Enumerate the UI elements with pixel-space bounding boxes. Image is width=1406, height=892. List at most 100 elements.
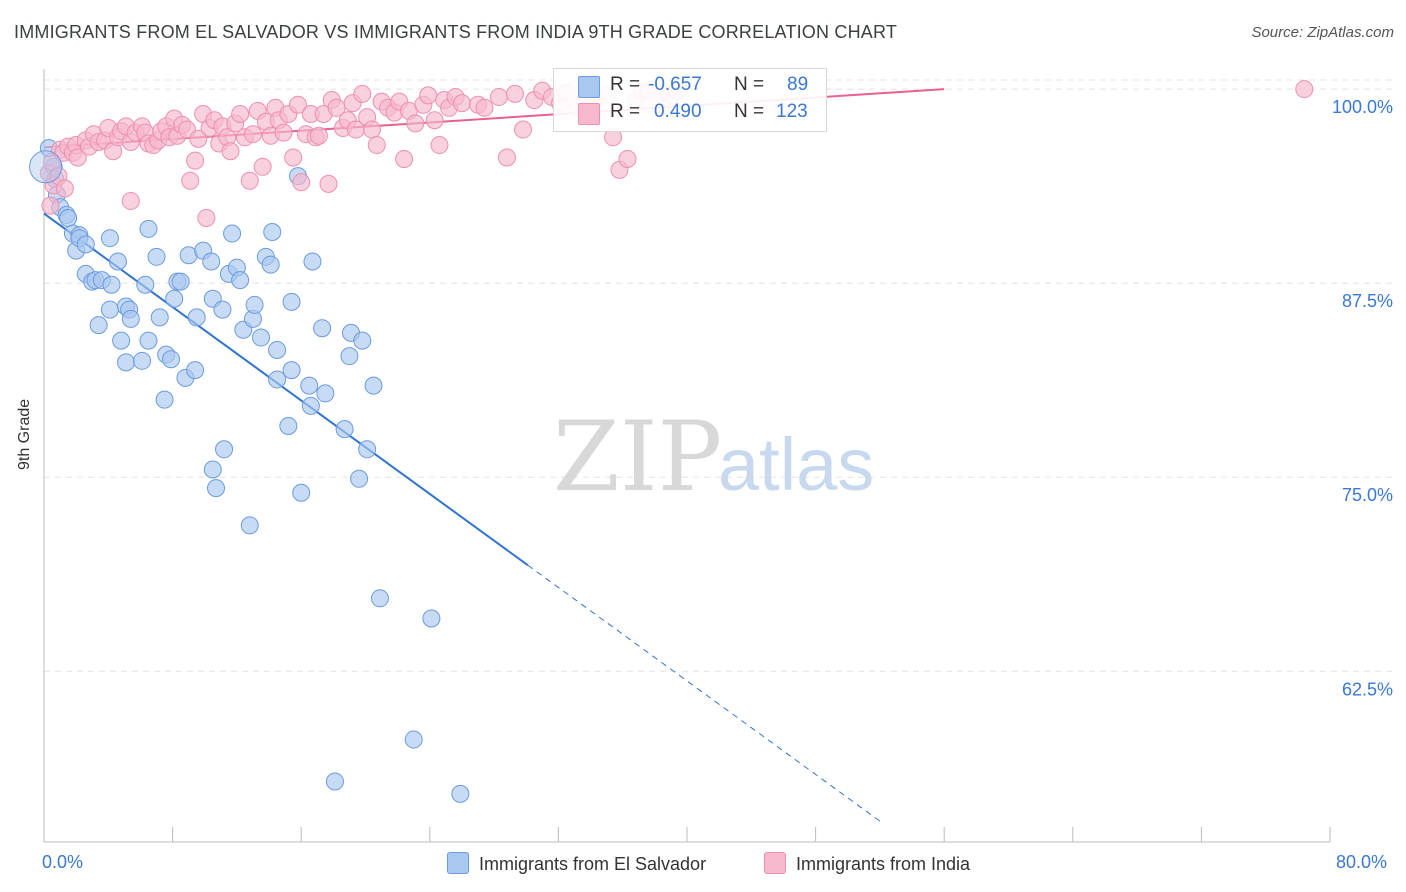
point-el-salvador (231, 271, 250, 290)
bottom-legend-swatch-pink (764, 852, 786, 874)
point-el-salvador (261, 255, 280, 274)
point-el-salvador (370, 589, 389, 608)
y-tick-label: 75.0% (1342, 485, 1393, 505)
point-el-salvador (139, 219, 158, 238)
legend-r-label: R = (610, 74, 641, 95)
point-el-salvador (350, 469, 369, 488)
point-india (284, 148, 303, 167)
watermark-zip: ZIP (553, 401, 722, 513)
point-el-salvador (136, 275, 155, 294)
point-el-salvador (100, 229, 119, 248)
point-el-salvador (335, 420, 354, 439)
point-el-salvador (133, 351, 152, 370)
point-india (243, 125, 262, 144)
point-el-salvador (139, 331, 158, 350)
point-india (274, 123, 293, 142)
point-el-salvador (155, 390, 174, 409)
point-el-salvador (303, 252, 322, 271)
legend-swatch-blue (578, 76, 600, 98)
point-india (419, 86, 438, 105)
point-el-salvador (102, 275, 121, 294)
point-india (240, 171, 259, 190)
point-india (319, 174, 338, 193)
point-el-salvador (268, 370, 287, 389)
point-el-salvador (268, 340, 287, 359)
point-india (288, 95, 307, 114)
point-el-salvador (76, 235, 95, 254)
point-el-salvador (165, 289, 184, 308)
grid-lines (44, 79, 1392, 672)
x-tick-label-max: 80.0% (1336, 852, 1388, 872)
point-india (41, 196, 60, 215)
bottom-legend-india: Immigrants from India (764, 852, 970, 875)
point-el-salvador (207, 479, 226, 498)
legend-r-value: 0.490 (654, 101, 702, 122)
point-india (475, 98, 494, 117)
trend-line-el-salvador (43, 212, 529, 567)
point-india (505, 84, 524, 103)
point-el-salvador (240, 516, 259, 535)
point-el-salvador (313, 319, 332, 338)
point-india (430, 136, 449, 155)
legend-swatch-pink (578, 103, 600, 125)
point-el-salvador (282, 292, 301, 311)
point-el-salvador (422, 609, 441, 628)
point-india (362, 120, 381, 139)
point-india (292, 173, 311, 192)
point-el-salvador (223, 224, 242, 243)
point-el-salvador (112, 331, 131, 350)
point-el-salvador (171, 272, 190, 291)
point-el-salvador (213, 300, 232, 319)
point-india (68, 148, 87, 167)
point-el-salvador (325, 772, 344, 791)
watermark: ZIP atlas (553, 401, 874, 513)
stats-legend: R = -0.657 N = 89 R = 0.490 N = 123 (553, 68, 827, 132)
point-india (197, 209, 216, 228)
point-india (221, 142, 240, 161)
y-tick-labels: 100.0% 87.5% 75.0% 62.5% (1332, 97, 1393, 699)
point-india (367, 136, 386, 155)
point-el-salvador (404, 730, 423, 749)
point-india (181, 171, 200, 190)
bottom-legend-el-salvador: Immigrants from El Salvador (447, 852, 706, 875)
point-india (395, 150, 414, 169)
bottom-legend-swatch-blue (447, 852, 469, 874)
bottom-legend-label: Immigrants from India (796, 854, 971, 874)
point-el-salvador (186, 361, 205, 380)
legend-r-value: -0.657 (648, 74, 702, 95)
point-el-salvador (301, 396, 320, 415)
point-india (186, 151, 205, 170)
point-el-salvador (161, 350, 180, 369)
point-india (618, 150, 637, 169)
point-el-salvador (116, 353, 135, 372)
point-el-salvador (187, 308, 206, 327)
y-tick-label: 62.5% (1342, 679, 1393, 699)
point-el-salvador (300, 376, 319, 395)
point-el-salvador (29, 150, 63, 184)
axes (43, 69, 1331, 843)
point-india (406, 114, 425, 133)
point-india (253, 157, 272, 176)
y-tick-label: 87.5% (1342, 291, 1393, 311)
point-india (121, 191, 140, 210)
trend-line-el-salvador-dashed (527, 564, 882, 823)
point-el-salvador (245, 295, 264, 314)
legend-n-label: N = (734, 74, 765, 95)
point-india (353, 84, 372, 103)
watermark-atlas: atlas (718, 423, 874, 506)
y-tick-label: 100.0% (1332, 97, 1393, 117)
point-india (231, 105, 250, 124)
point-india (489, 87, 508, 106)
point-el-salvador (147, 247, 166, 266)
point-el-salvador (263, 222, 282, 241)
point-el-salvador (364, 376, 383, 395)
point-india (497, 148, 516, 167)
point-el-salvador (292, 483, 311, 502)
point-el-salvador (358, 440, 377, 459)
point-el-salvador (451, 784, 470, 803)
point-el-salvador (252, 328, 271, 347)
point-el-salvador (100, 300, 119, 319)
point-el-salvador (108, 252, 127, 271)
legend-n-value: 123 (776, 101, 808, 122)
